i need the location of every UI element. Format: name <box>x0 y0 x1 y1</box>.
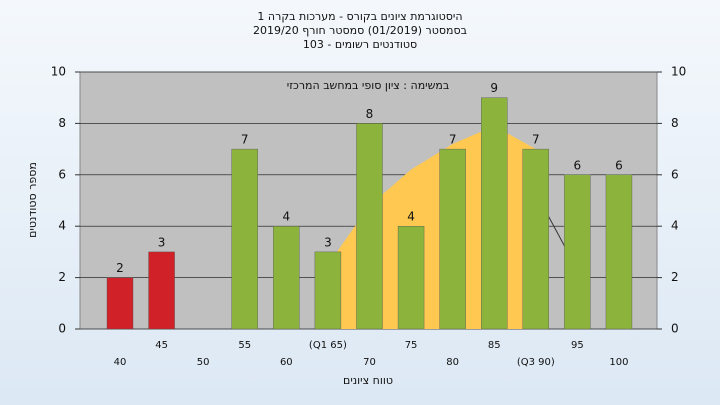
data-label: 9 <box>490 81 498 95</box>
y-tick-label: 0 <box>58 322 66 336</box>
y2-tick-label: 2 <box>671 270 679 284</box>
data-label: 4 <box>282 210 290 224</box>
x-tick-label: (Q1 65) <box>309 340 347 351</box>
bar <box>106 277 134 330</box>
chart-subtitle: סטודנטים רשומים - 103 <box>303 38 417 51</box>
chart-subtitle: בסמסטר (01/2019) סמסטר חורף 2019/20 <box>253 24 467 37</box>
y-tick-label: 2 <box>58 270 66 284</box>
x-tick-label: 55 <box>238 340 251 351</box>
bar <box>314 251 342 330</box>
x-tick-label: 75 <box>405 340 418 351</box>
data-label: 6 <box>615 158 623 172</box>
y2-tick-label: 6 <box>671 167 679 181</box>
data-label: 3 <box>158 235 166 249</box>
data-label: 7 <box>532 133 540 147</box>
x-tick-label: 60 <box>280 357 293 368</box>
bar <box>564 174 591 330</box>
data-label: 6 <box>574 158 582 172</box>
bar <box>439 148 466 330</box>
x-tick-label: (Q3 90) <box>517 357 555 368</box>
y-tick-label: 4 <box>58 219 66 233</box>
data-label: 7 <box>449 133 457 147</box>
bar <box>522 148 549 330</box>
y2-tick-label: 4 <box>671 219 679 233</box>
data-label: 8 <box>366 107 374 121</box>
y2-tick-label: 10 <box>671 65 686 79</box>
data-label: 2 <box>116 261 124 275</box>
x-tick-label: 100 <box>609 357 628 368</box>
data-label: 7 <box>241 133 249 147</box>
bar <box>356 123 383 330</box>
bar <box>273 225 300 330</box>
bar <box>231 148 258 330</box>
data-label: 3 <box>324 235 332 249</box>
annotation: במשימה : ציון סופי במחשב המרכזי <box>287 79 450 92</box>
y-tick-label: 10 <box>51 65 66 79</box>
x-tick-label: 40 <box>114 357 127 368</box>
x-tick-label: 85 <box>488 340 501 351</box>
x-tick-label: 80 <box>446 357 459 368</box>
y2-tick-label: 8 <box>671 116 679 130</box>
x-axis-label: טווח ציונים <box>343 374 393 387</box>
bar <box>148 251 175 330</box>
x-tick-label: 45 <box>155 340 168 351</box>
x-tick-label: 70 <box>363 357 376 368</box>
data-label: 4 <box>407 210 415 224</box>
x-tick-label: 95 <box>571 340 584 351</box>
y-axis-label: מספר סטודנטים <box>26 162 39 238</box>
y-tick-label: 8 <box>58 116 66 130</box>
x-tick-label: 50 <box>197 357 210 368</box>
y-tick-label: 6 <box>58 167 66 181</box>
bar <box>481 97 508 330</box>
bar <box>605 174 633 330</box>
y2-tick-label: 0 <box>671 322 679 336</box>
chart-title: היסטוגרמת ציונים בקורס - מערכות בקרה 1 <box>257 10 462 23</box>
bar <box>397 225 425 330</box>
